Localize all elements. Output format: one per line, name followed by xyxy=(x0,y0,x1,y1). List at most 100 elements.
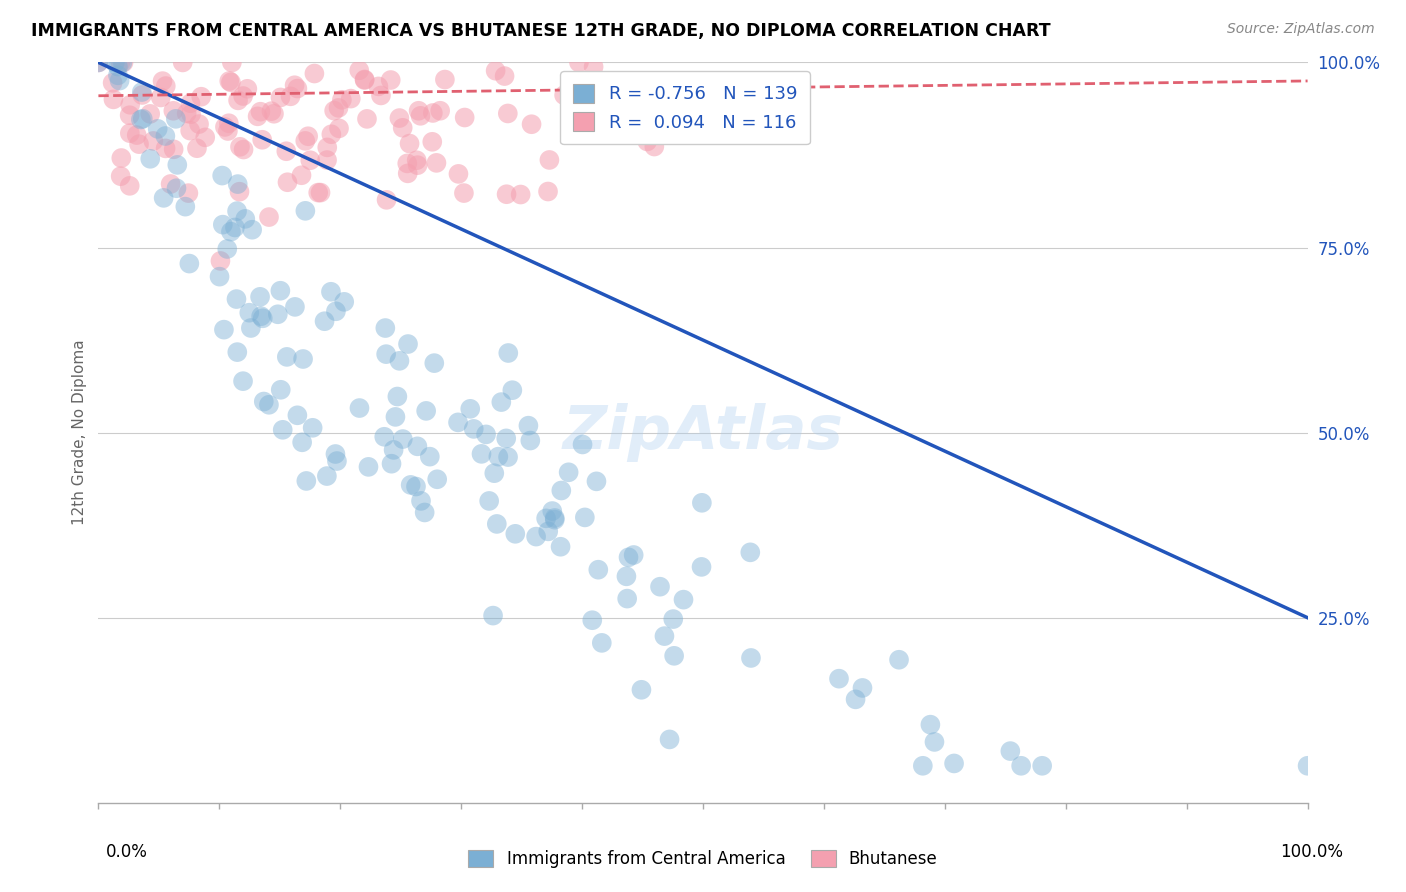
Point xyxy=(396,166,419,180)
Point xyxy=(179,96,201,111)
Point xyxy=(672,592,695,607)
Point xyxy=(240,223,263,237)
Point xyxy=(486,450,509,464)
Point xyxy=(537,524,560,539)
Point xyxy=(294,134,316,148)
Point xyxy=(1296,758,1319,772)
Point xyxy=(658,732,681,747)
Point xyxy=(257,210,280,224)
Point xyxy=(399,478,422,492)
Point xyxy=(422,106,444,120)
Point xyxy=(229,140,252,154)
Point xyxy=(219,75,242,89)
Point xyxy=(447,416,470,430)
Text: Source: ZipAtlas.com: Source: ZipAtlas.com xyxy=(1227,22,1375,37)
Point xyxy=(304,66,326,80)
Point xyxy=(574,510,596,524)
Point xyxy=(232,374,254,388)
Point xyxy=(125,128,148,142)
Point xyxy=(190,89,212,103)
Point xyxy=(328,101,350,115)
Point xyxy=(118,108,141,122)
Point xyxy=(496,450,519,464)
Point xyxy=(316,140,339,154)
Point xyxy=(291,435,314,450)
Point xyxy=(165,112,187,126)
Point xyxy=(112,55,135,70)
Point xyxy=(149,90,172,104)
Point xyxy=(118,126,141,140)
Point xyxy=(537,185,560,199)
Point xyxy=(339,92,361,106)
Point xyxy=(447,167,470,181)
Point xyxy=(453,111,475,125)
Point xyxy=(396,337,419,351)
Point xyxy=(375,347,398,361)
Point xyxy=(367,79,389,94)
Point xyxy=(131,85,153,99)
Point xyxy=(920,717,942,731)
Point xyxy=(458,401,481,416)
Point xyxy=(374,321,396,335)
Point xyxy=(142,134,165,148)
Point xyxy=(690,560,713,574)
Point xyxy=(495,187,517,202)
Point xyxy=(177,186,200,201)
Point xyxy=(263,107,285,121)
Point xyxy=(269,90,291,104)
Point xyxy=(509,187,531,202)
Point xyxy=(349,63,371,78)
Point xyxy=(571,437,593,451)
Point xyxy=(211,169,233,183)
Point xyxy=(194,130,217,145)
Point xyxy=(544,511,567,525)
Point xyxy=(588,563,610,577)
Point xyxy=(943,756,966,771)
Point xyxy=(353,73,375,87)
Point xyxy=(155,128,177,143)
Point xyxy=(557,465,579,479)
Point xyxy=(475,427,498,442)
Point xyxy=(131,87,153,102)
Point xyxy=(330,93,353,107)
Point xyxy=(851,681,873,695)
Point xyxy=(87,55,110,70)
Point xyxy=(484,466,506,480)
Point xyxy=(534,511,557,525)
Point xyxy=(271,423,294,437)
Point xyxy=(87,55,110,70)
Point xyxy=(426,472,449,486)
Point xyxy=(162,103,184,118)
Point xyxy=(828,672,851,686)
Point xyxy=(415,404,437,418)
Point xyxy=(616,591,638,606)
Point xyxy=(269,284,291,298)
Point xyxy=(1031,758,1053,772)
Point xyxy=(246,109,269,123)
Point xyxy=(405,479,427,493)
Point xyxy=(630,682,652,697)
Point xyxy=(159,177,181,191)
Point xyxy=(911,758,934,772)
Point xyxy=(253,394,276,409)
Point xyxy=(250,133,273,147)
Point xyxy=(301,421,323,435)
Point xyxy=(104,55,127,70)
Point xyxy=(406,439,429,453)
Point xyxy=(146,121,169,136)
Point xyxy=(249,104,271,119)
Point xyxy=(373,430,395,444)
Point xyxy=(208,269,231,284)
Point xyxy=(287,81,309,95)
Point xyxy=(349,401,371,415)
Point xyxy=(179,123,201,137)
Point xyxy=(391,120,413,135)
Point xyxy=(406,158,429,172)
Point xyxy=(353,72,375,87)
Point xyxy=(398,136,420,151)
Point xyxy=(463,422,485,436)
Point xyxy=(616,569,638,583)
Point xyxy=(297,129,319,144)
Point xyxy=(408,103,430,118)
Point xyxy=(186,141,208,155)
